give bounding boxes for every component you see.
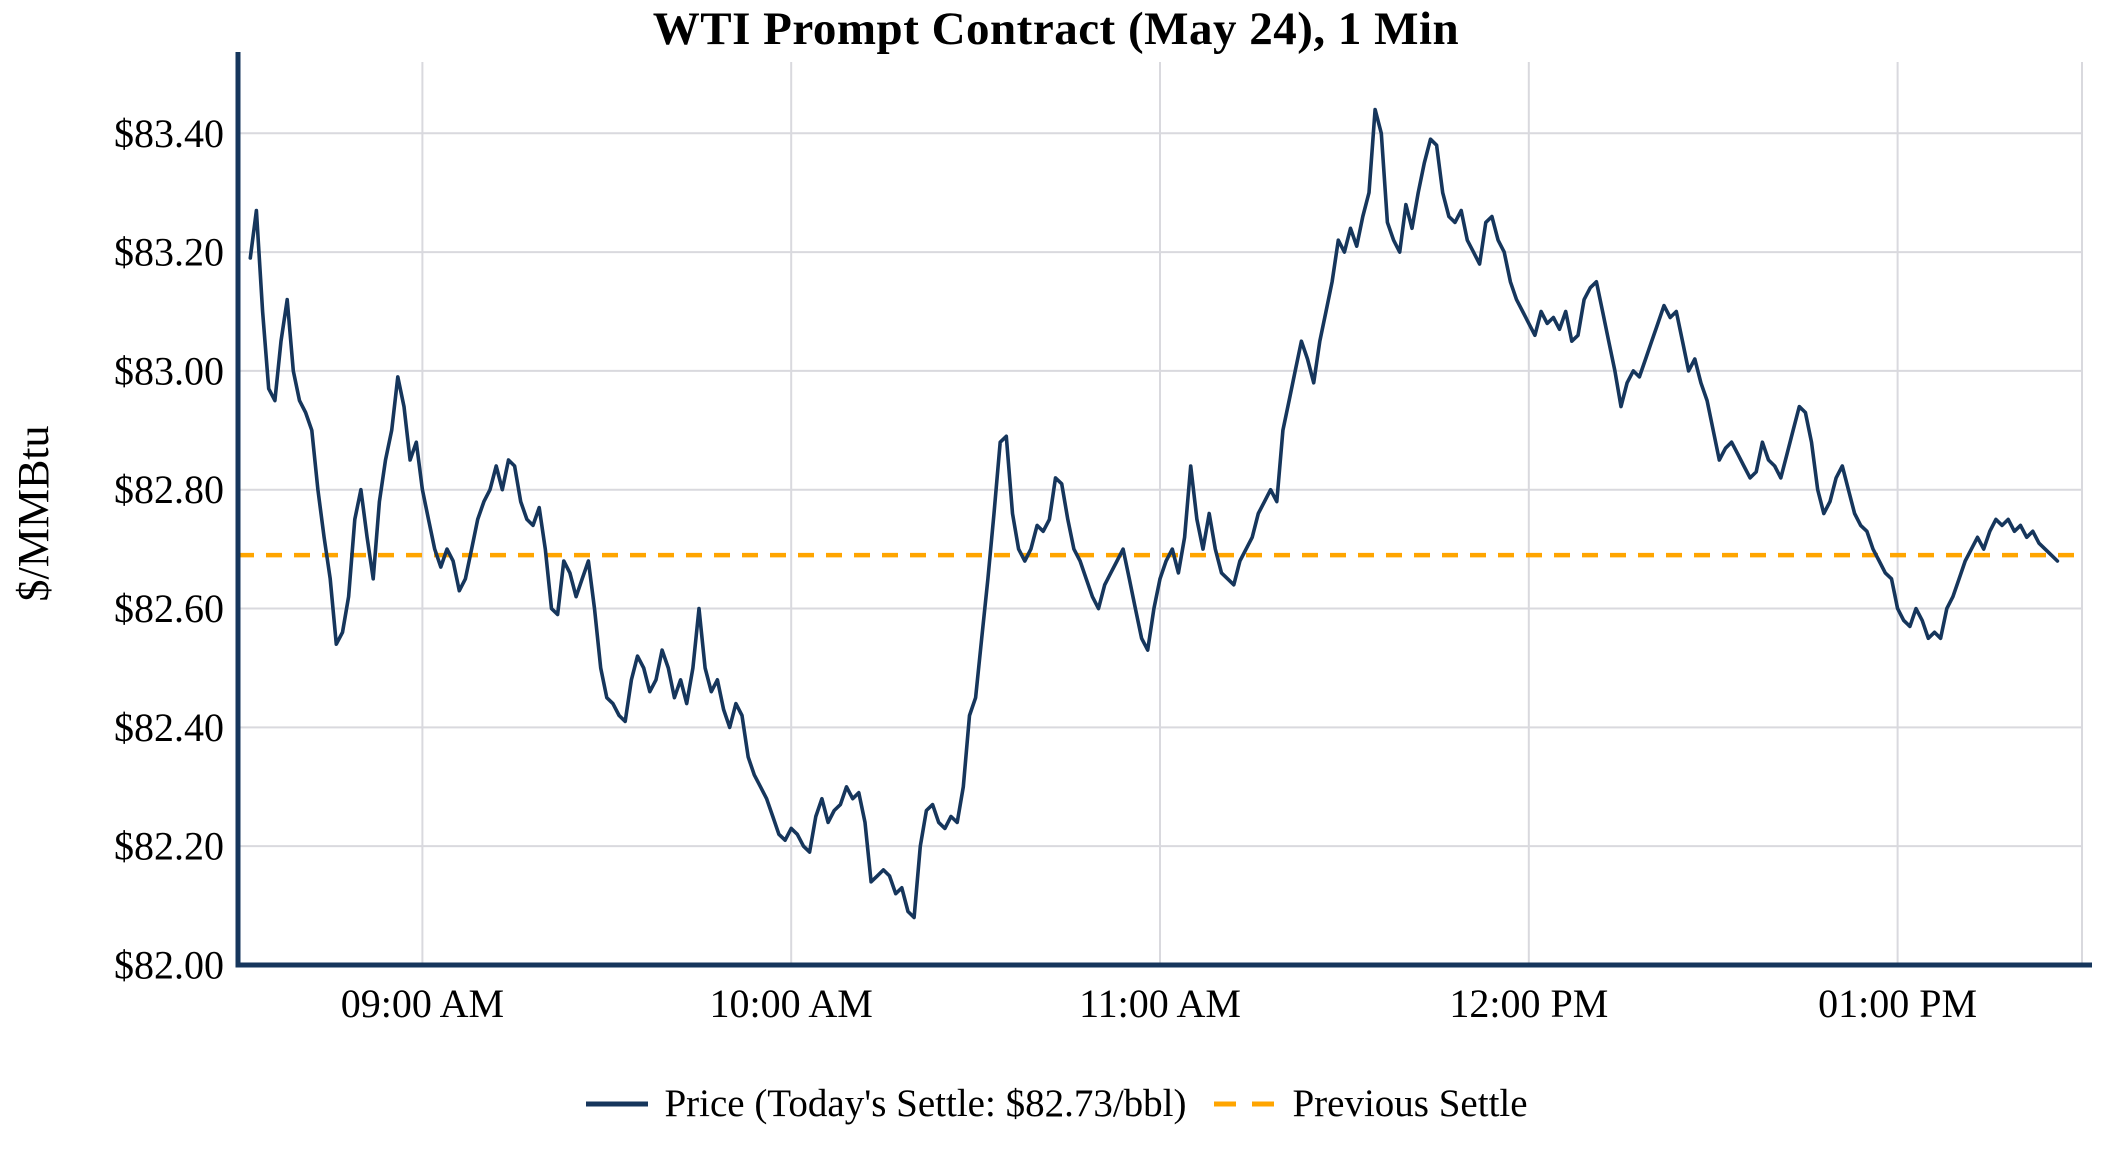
svg-text:$82.00: $82.00 xyxy=(114,943,224,988)
legend-label-previous-settle: Previous Settle xyxy=(1292,1082,1528,1125)
svg-text:09:00 AM: 09:00 AM xyxy=(341,981,504,1026)
legend-label-price: Price (Today's Settle: $82.73/bbl) xyxy=(664,1082,1187,1125)
chart-title: WTI Prompt Contract (May 24), 1 Min xyxy=(652,3,1460,55)
legend: Price (Today's Settle: $82.73/bbl) Previ… xyxy=(0,1081,2112,1126)
svg-text:11:00 AM: 11:00 AM xyxy=(1079,981,1241,1026)
svg-text:$82.20: $82.20 xyxy=(114,824,224,869)
svg-text:10:00 AM: 10:00 AM xyxy=(710,981,873,1026)
y-axis-label: $/MMBtu xyxy=(9,425,58,601)
svg-text:$83.00: $83.00 xyxy=(114,348,224,393)
svg-text:12:00 PM: 12:00 PM xyxy=(1449,981,1608,1026)
previous-settle-dash-swatch-icon xyxy=(1214,1101,1277,1106)
svg-text:$82.40: $82.40 xyxy=(114,705,224,750)
legend-item-price: Price (Today's Settle: $82.73/bbl) xyxy=(584,1081,1186,1126)
svg-text:$83.20: $83.20 xyxy=(114,230,224,275)
svg-text:01:00 PM: 01:00 PM xyxy=(1818,981,1977,1026)
legend-item-previous-settle: Previous Settle xyxy=(1212,1081,1528,1126)
svg-text:$82.80: $82.80 xyxy=(114,467,224,512)
svg-text:$83.40: $83.40 xyxy=(114,111,224,156)
price-line-swatch-icon xyxy=(586,1101,649,1106)
svg-text:$82.60: $82.60 xyxy=(114,586,224,631)
